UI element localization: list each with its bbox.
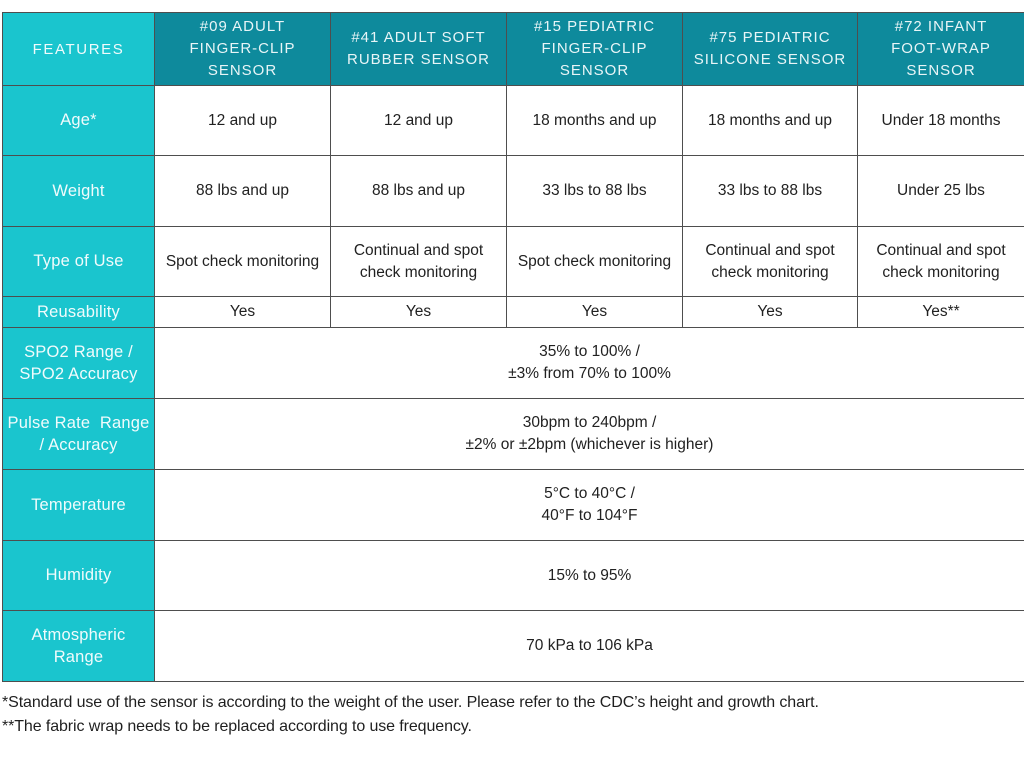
merged-cell-temperature: 5°C to 40°C / 40°F to 104°F (154, 469, 1024, 541)
table-cell: Spot check monitoring (154, 226, 331, 297)
table-cell: Continual and spot check monitoring (682, 226, 858, 297)
table-cell: 33 lbs to 88 lbs (506, 155, 683, 227)
merged-cell-atmospheric-range: 70 kPa to 106 kPa (154, 610, 1024, 682)
merged-cell-spo2: 35% to 100% / ±3% from 70% to 100% (154, 327, 1024, 399)
table-cell: Continual and spot check monitoring (330, 226, 507, 297)
table-cell: 12 and up (330, 85, 507, 156)
table-cell: 33 lbs to 88 lbs (682, 155, 858, 227)
table-row-type-of-use: Type of Use Spot check monitoring Contin… (2, 226, 1024, 297)
table-row-atmospheric-range: Atmospheric Range 70 kPa to 106 kPa (2, 610, 1024, 682)
table-cell: 18 months and up (682, 85, 858, 156)
table-cell: Yes (682, 296, 858, 328)
row-label-age: Age* (2, 85, 155, 156)
row-label-weight: Weight (2, 155, 155, 227)
footnote-fabric-wrap: **The fabric wrap needs to be replaced a… (2, 718, 472, 735)
row-label-reusability: Reusability (2, 296, 155, 328)
merged-cell-humidity: 15% to 95% (154, 540, 1024, 611)
table-row-weight: Weight 88 lbs and up 88 lbs and up 33 lb… (2, 155, 1024, 227)
row-label-temperature: Temperature (2, 469, 155, 541)
column-header-09-adult-finger-clip: #09 ADULT FINGER-CLIP SENSOR (154, 12, 331, 86)
table-cell: 88 lbs and up (330, 155, 507, 227)
table-header-row: FEATURES #09 ADULT FINGER-CLIP SENSOR #4… (2, 12, 1024, 86)
table-cell: Yes (154, 296, 331, 328)
table-row-pulse-rate: Pulse Rate Range / Accuracy 30bpm to 240… (2, 398, 1024, 470)
footnote-standard-use: *Standard use of the sensor is according… (2, 694, 819, 711)
table-row-temperature: Temperature 5°C to 40°C / 40°F to 104°F (2, 469, 1024, 541)
features-header-cell: FEATURES (2, 12, 155, 86)
table-cell: Continual and spot check monitoring (857, 226, 1024, 297)
table-row-humidity: Humidity 15% to 95% (2, 540, 1024, 611)
column-header-41-adult-soft-rubber: #41 ADULT SOFT RUBBER SENSOR (330, 12, 507, 86)
table-row-reusability: Reusability Yes Yes Yes Yes Yes** (2, 296, 1024, 328)
sensor-comparison-table: FEATURES #09 ADULT FINGER-CLIP SENSOR #4… (2, 12, 1024, 682)
row-label-type-of-use: Type of Use (2, 226, 155, 297)
table-cell: Under 18 months (857, 85, 1024, 156)
column-header-75-pediatric-silicone: #75 PEDIATRIC SILICONE SENSOR (682, 12, 858, 86)
table-cell: Yes (330, 296, 507, 328)
table-cell: 88 lbs and up (154, 155, 331, 227)
table-cell: 18 months and up (506, 85, 683, 156)
row-label-humidity: Humidity (2, 540, 155, 611)
table-cell: Spot check monitoring (506, 226, 683, 297)
merged-cell-pulse-rate: 30bpm to 240bpm / ±2% or ±2bpm (whicheve… (154, 398, 1024, 470)
row-label-atmospheric-range: Atmospheric Range (2, 610, 155, 682)
row-label-spo2: SPO2 Range / SPO2 Accuracy (2, 327, 155, 399)
row-label-pulse-rate: Pulse Rate Range / Accuracy (2, 398, 155, 470)
footnotes: *Standard use of the sensor is according… (2, 691, 1024, 739)
table-cell: Under 25 lbs (857, 155, 1024, 227)
table-cell: Yes (506, 296, 683, 328)
table-cell: Yes** (857, 296, 1024, 328)
column-header-15-pediatric-finger-clip: #15 PEDIATRIC FINGER-CLIP SENSOR (506, 12, 683, 86)
column-header-72-infant-foot-wrap: #72 INFANT FOOT-WRAP SENSOR (857, 12, 1024, 86)
table-row-spo2: SPO2 Range / SPO2 Accuracy 35% to 100% /… (2, 327, 1024, 399)
table-cell: 12 and up (154, 85, 331, 156)
table-row-age: Age* 12 and up 12 and up 18 months and u… (2, 85, 1024, 156)
